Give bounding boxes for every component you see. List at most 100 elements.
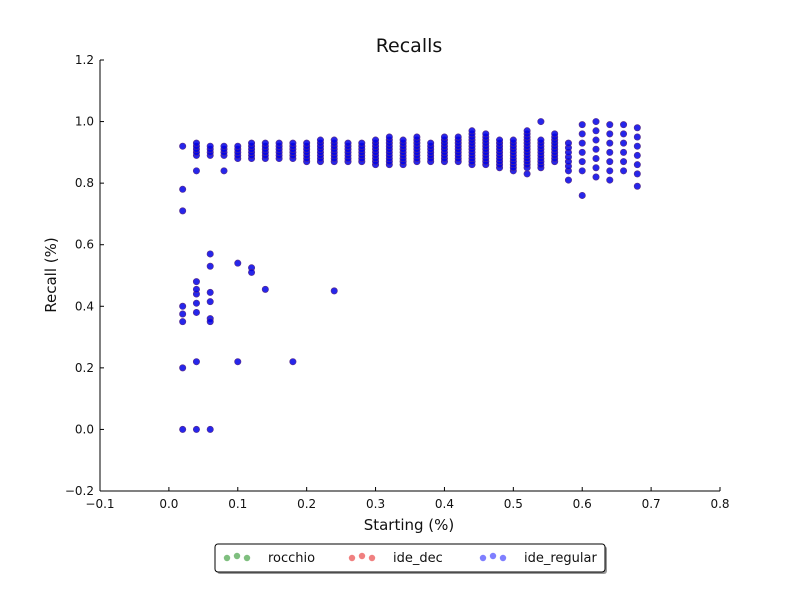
legend-marker-ide_dec — [348, 554, 356, 562]
data-point-ide_regular — [564, 176, 572, 184]
data-point-ide_regular — [234, 142, 242, 150]
data-point-ide_regular — [179, 142, 187, 150]
data-point-ide_regular — [192, 139, 200, 147]
data-point-ide_regular — [496, 136, 504, 144]
x-tick-label: 0.1 — [228, 497, 247, 511]
data-point-ide_regular — [633, 170, 641, 178]
chart-title: Recalls — [376, 35, 443, 57]
data-point-ide_regular — [192, 167, 200, 175]
data-point-ide_regular — [399, 136, 407, 144]
x-tick-label: 0.3 — [366, 497, 385, 511]
data-point-ide_regular — [206, 298, 214, 306]
data-point-ide_regular — [179, 302, 187, 310]
x-tick-label: −0.1 — [85, 497, 114, 511]
y-axis-title: Recall (%) — [42, 237, 60, 312]
data-point-ide_regular — [592, 173, 600, 181]
data-point-ide_regular — [578, 139, 586, 147]
x-tick-label: 0.6 — [573, 497, 592, 511]
data-point-ide_regular — [578, 158, 586, 166]
data-point-ide_regular — [592, 145, 600, 153]
data-point-ide_regular — [248, 139, 256, 147]
data-point-ide_regular — [261, 139, 269, 147]
data-point-ide_regular — [206, 288, 214, 296]
data-point-ide_regular — [592, 136, 600, 144]
data-point-ide_regular — [482, 130, 490, 138]
data-point-ide_regular — [192, 299, 200, 307]
data-point-ide_regular — [592, 127, 600, 135]
data-point-ide_regular — [606, 148, 614, 156]
legend-box — [214, 543, 606, 573]
data-point-ide_regular — [592, 155, 600, 163]
x-tick-label: 0.2 — [297, 497, 316, 511]
data-point-ide_regular — [620, 130, 628, 138]
data-point-ide_regular — [509, 136, 517, 144]
data-point-ide_regular — [192, 278, 200, 286]
data-point-ide_regular — [620, 139, 628, 147]
data-point-ide_regular — [592, 118, 600, 126]
y-tick-label: 0.0 — [75, 422, 94, 436]
data-point-ide_regular — [330, 287, 338, 295]
data-point-ide_regular — [179, 364, 187, 372]
data-point-ide_regular — [551, 130, 559, 138]
legend-marker-rocchio — [233, 552, 241, 560]
data-point-ide_regular — [220, 167, 228, 175]
legend: rocchio ide_dec ide_regular — [214, 543, 607, 574]
data-point-ide_regular — [220, 142, 228, 150]
y-tick-label: −0.2 — [65, 484, 94, 498]
legend-marker-ide_regular — [479, 554, 487, 562]
data-point-ide_regular — [606, 121, 614, 129]
data-point-ide_regular — [578, 148, 586, 156]
y-tick-label: 0.8 — [75, 176, 94, 190]
data-point-ide_regular — [578, 191, 586, 199]
data-point-ide_regular — [468, 127, 476, 135]
data-point-ide_regular — [358, 139, 366, 147]
data-point-ide_regular — [606, 139, 614, 147]
data-point-ide_regular — [578, 167, 586, 175]
data-point-ide_regular — [606, 158, 614, 166]
data-point-ide_regular — [633, 161, 641, 169]
data-point-ide_regular — [179, 185, 187, 193]
x-tick-label: 0.7 — [642, 497, 661, 511]
x-tick-label: 0.8 — [710, 497, 729, 511]
x-tick-label: 0.4 — [435, 497, 454, 511]
data-point-ide_regular — [179, 310, 187, 318]
data-point-ide_regular — [633, 151, 641, 159]
y-tick-label: 1.2 — [75, 53, 94, 67]
legend-marker-ide_regular — [499, 554, 507, 562]
data-point-ide_regular — [192, 308, 200, 316]
data-point-ide_regular — [206, 318, 214, 326]
data-point-ide_regular — [289, 358, 297, 366]
data-point-ide_regular — [289, 139, 297, 147]
data-point-ide_regular — [633, 133, 641, 141]
data-point-ide_regular — [620, 158, 628, 166]
data-point-ide_regular — [578, 121, 586, 129]
data-point-ide_regular — [537, 118, 545, 126]
data-point-ide_regular — [592, 164, 600, 172]
data-point-ide_regular — [206, 425, 214, 433]
legend-label-ide_regular: ide_regular — [524, 551, 597, 566]
data-point-ide_regular — [372, 136, 380, 144]
data-point-ide_regular — [275, 139, 283, 147]
data-point-ide_regular — [192, 425, 200, 433]
data-point-ide_regular — [261, 285, 269, 293]
legend-marker-ide_dec — [358, 552, 366, 560]
data-point-ide_regular — [620, 148, 628, 156]
data-points — [179, 118, 641, 433]
legend-label-rocchio: rocchio — [268, 551, 315, 566]
data-point-ide_regular — [385, 133, 393, 141]
legend-marker-ide_regular — [489, 552, 497, 560]
data-point-ide_regular — [606, 167, 614, 175]
data-point-ide_regular — [206, 250, 214, 258]
data-point-ide_regular — [179, 207, 187, 215]
data-point-ide_regular — [633, 142, 641, 150]
data-point-ide_regular — [179, 425, 187, 433]
axes: −0.1 0.0 0.1 0.2 0.3 0.4 0.5 0.6 0.7 0.8 −0.2 0.0 0.… — [65, 53, 730, 511]
data-point-ide_regular — [620, 167, 628, 175]
y-tick-label: 1.0 — [75, 115, 94, 129]
legend-label-ide_dec: ide_dec — [393, 551, 443, 566]
data-point-ide_regular — [564, 139, 572, 147]
data-point-ide_regular — [316, 136, 324, 144]
legend-marker-ide_dec — [368, 554, 376, 562]
data-point-ide_regular — [192, 358, 200, 366]
